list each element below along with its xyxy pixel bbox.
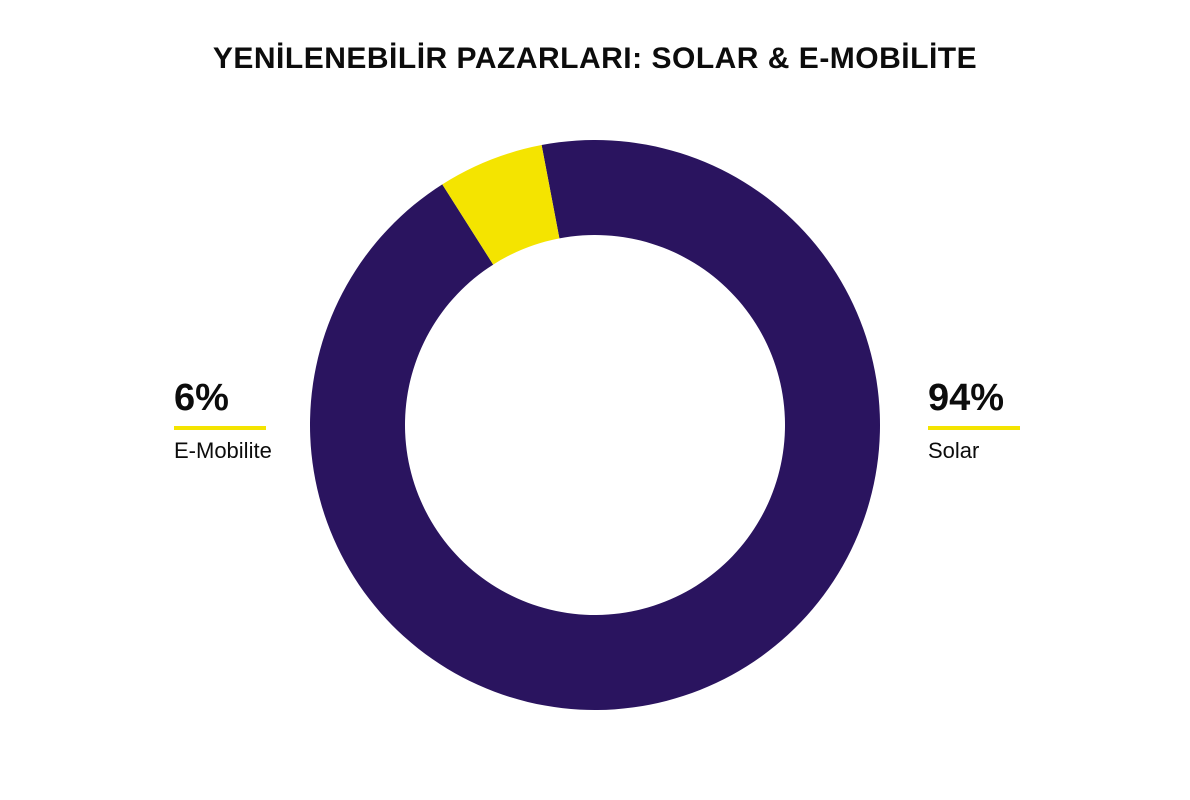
percent-solar: 94% bbox=[928, 378, 1004, 420]
donut-slice-solar bbox=[310, 140, 880, 710]
category-e-mobilite: E-Mobilite bbox=[174, 438, 272, 464]
donut-svg bbox=[310, 140, 880, 710]
category-solar: Solar bbox=[928, 438, 979, 464]
donut-chart bbox=[310, 140, 880, 710]
underline-solar bbox=[928, 426, 1020, 430]
underline-e-mobilite bbox=[174, 426, 266, 430]
label-solar: 94% Solar bbox=[928, 378, 1020, 464]
label-e-mobilite: 6% E-Mobilite bbox=[174, 378, 272, 464]
percent-e-mobilite: 6% bbox=[174, 378, 229, 420]
chart-title: YENİLENEBİLİR PAZARLARI: SOLAR & E-MOBİL… bbox=[0, 42, 1190, 76]
